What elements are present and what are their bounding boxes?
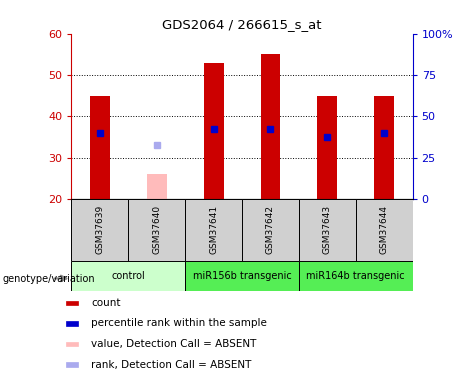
Bar	[260, 54, 280, 199]
Bar	[66, 321, 78, 326]
Bar	[147, 174, 167, 199]
Bar	[90, 96, 110, 199]
Text: miR156b transgenic: miR156b transgenic	[193, 271, 291, 280]
Text: value, Detection Call = ABSENT: value, Detection Call = ABSENT	[91, 339, 257, 349]
Bar	[66, 342, 78, 346]
Text: GSM37642: GSM37642	[266, 205, 275, 254]
Bar	[317, 96, 337, 199]
FancyBboxPatch shape	[299, 261, 413, 291]
FancyBboxPatch shape	[185, 261, 299, 291]
Text: GSM37640: GSM37640	[152, 205, 161, 254]
FancyBboxPatch shape	[299, 199, 356, 261]
FancyBboxPatch shape	[128, 199, 185, 261]
FancyBboxPatch shape	[356, 199, 413, 261]
Bar	[66, 362, 78, 367]
Bar	[374, 96, 394, 199]
Text: GSM37644: GSM37644	[380, 205, 389, 254]
Bar	[204, 63, 224, 199]
Text: control: control	[112, 271, 145, 280]
FancyBboxPatch shape	[71, 261, 185, 291]
FancyBboxPatch shape	[242, 199, 299, 261]
Text: GSM37643: GSM37643	[323, 205, 332, 254]
Title: GDS2064 / 266615_s_at: GDS2064 / 266615_s_at	[162, 18, 322, 31]
Text: count: count	[91, 298, 121, 308]
Text: percentile rank within the sample: percentile rank within the sample	[91, 318, 267, 328]
FancyBboxPatch shape	[71, 199, 128, 261]
FancyBboxPatch shape	[185, 199, 242, 261]
Text: genotype/variation: genotype/variation	[2, 274, 95, 284]
Text: GSM37639: GSM37639	[95, 205, 104, 254]
Text: miR164b transgenic: miR164b transgenic	[307, 271, 405, 280]
Bar	[66, 300, 78, 305]
Text: rank, Detection Call = ABSENT: rank, Detection Call = ABSENT	[91, 360, 252, 370]
Text: GSM37641: GSM37641	[209, 205, 218, 254]
